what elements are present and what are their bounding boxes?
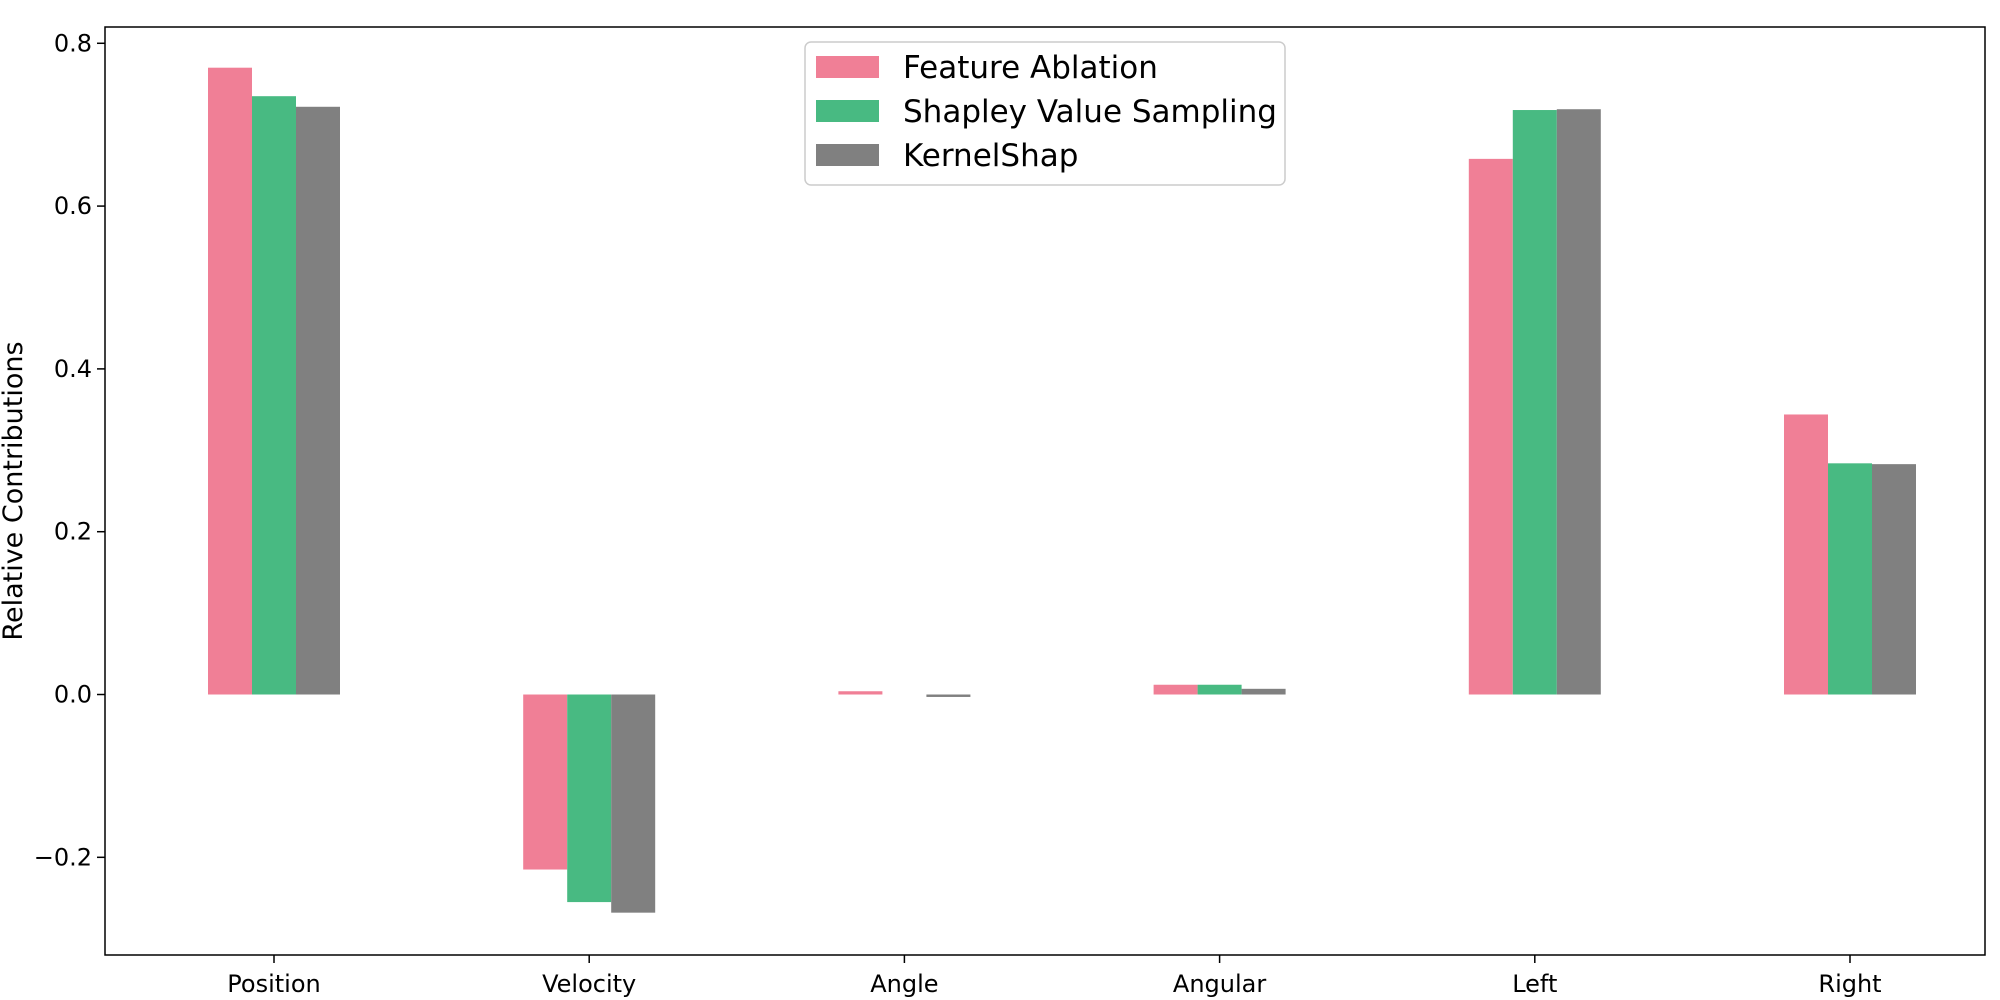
y-tick-label: −0.2 [34,843,92,871]
y-axis: −0.2 0.0 0.2 0.4 0.6 0.8 [34,29,105,871]
bar-position-feature-ablation [208,67,252,695]
y-tick-label: 0.4 [54,355,92,383]
bar-position-kernelshap [296,106,340,695]
bar-angular-kernelshap [1241,688,1286,695]
x-tick-label-angular: Angular [1173,970,1266,998]
bar-right-kernelshap [1872,464,1916,695]
bar-left-feature-ablation [1468,158,1513,695]
x-tick-label-angle: Angle [870,970,938,998]
bar-right-shapley-value-sampling [1828,463,1872,695]
bar-angle-kernelshap [926,694,971,697]
legend-label-shapley-value-sampling: Shapley Value Sampling [903,94,1277,130]
y-tick-label: 0.8 [54,29,92,57]
x-tick-label-left: Left [1512,970,1557,998]
bar-velocity-feature-ablation [523,694,568,870]
bar-position-shapley-value-sampling [252,96,296,695]
legend-label-feature-ablation: Feature Ablation [903,50,1158,86]
legend: Feature Ablation Shapley Value Sampling … [804,41,1286,186]
bar-right-feature-ablation [1784,414,1828,695]
x-axis: Position Velocity Angle Angular Left Right [227,955,1882,998]
bar-angle-feature-ablation [838,691,883,695]
legend-label-kernelshap: KernelShap [903,138,1078,174]
legend-swatch-kernelshap [816,144,879,166]
plot-frame [104,26,1986,956]
y-tick-label: 0.2 [54,518,92,546]
x-tick-label-velocity: Velocity [542,970,636,998]
bars-layer [208,67,1916,913]
x-tick-label-position: Position [227,970,320,998]
bar-velocity-shapley-value-sampling [567,694,612,903]
bar-velocity-kernelshap [611,694,656,913]
bar-left-kernelshap [1556,109,1601,695]
y-axis-label: Relative Contributions [0,341,29,640]
legend-box [804,41,1286,186]
y-tick-label: 0.0 [54,681,92,709]
y-tick-label: 0.6 [54,192,92,220]
bar-angular-feature-ablation [1153,684,1198,695]
legend-swatch-shapley-value-sampling [816,100,879,122]
bar-left-shapley-value-sampling [1512,110,1557,695]
bar-angular-shapley-value-sampling [1197,684,1242,695]
legend-swatch-feature-ablation [816,56,879,78]
x-tick-label-right: Right [1818,970,1881,998]
